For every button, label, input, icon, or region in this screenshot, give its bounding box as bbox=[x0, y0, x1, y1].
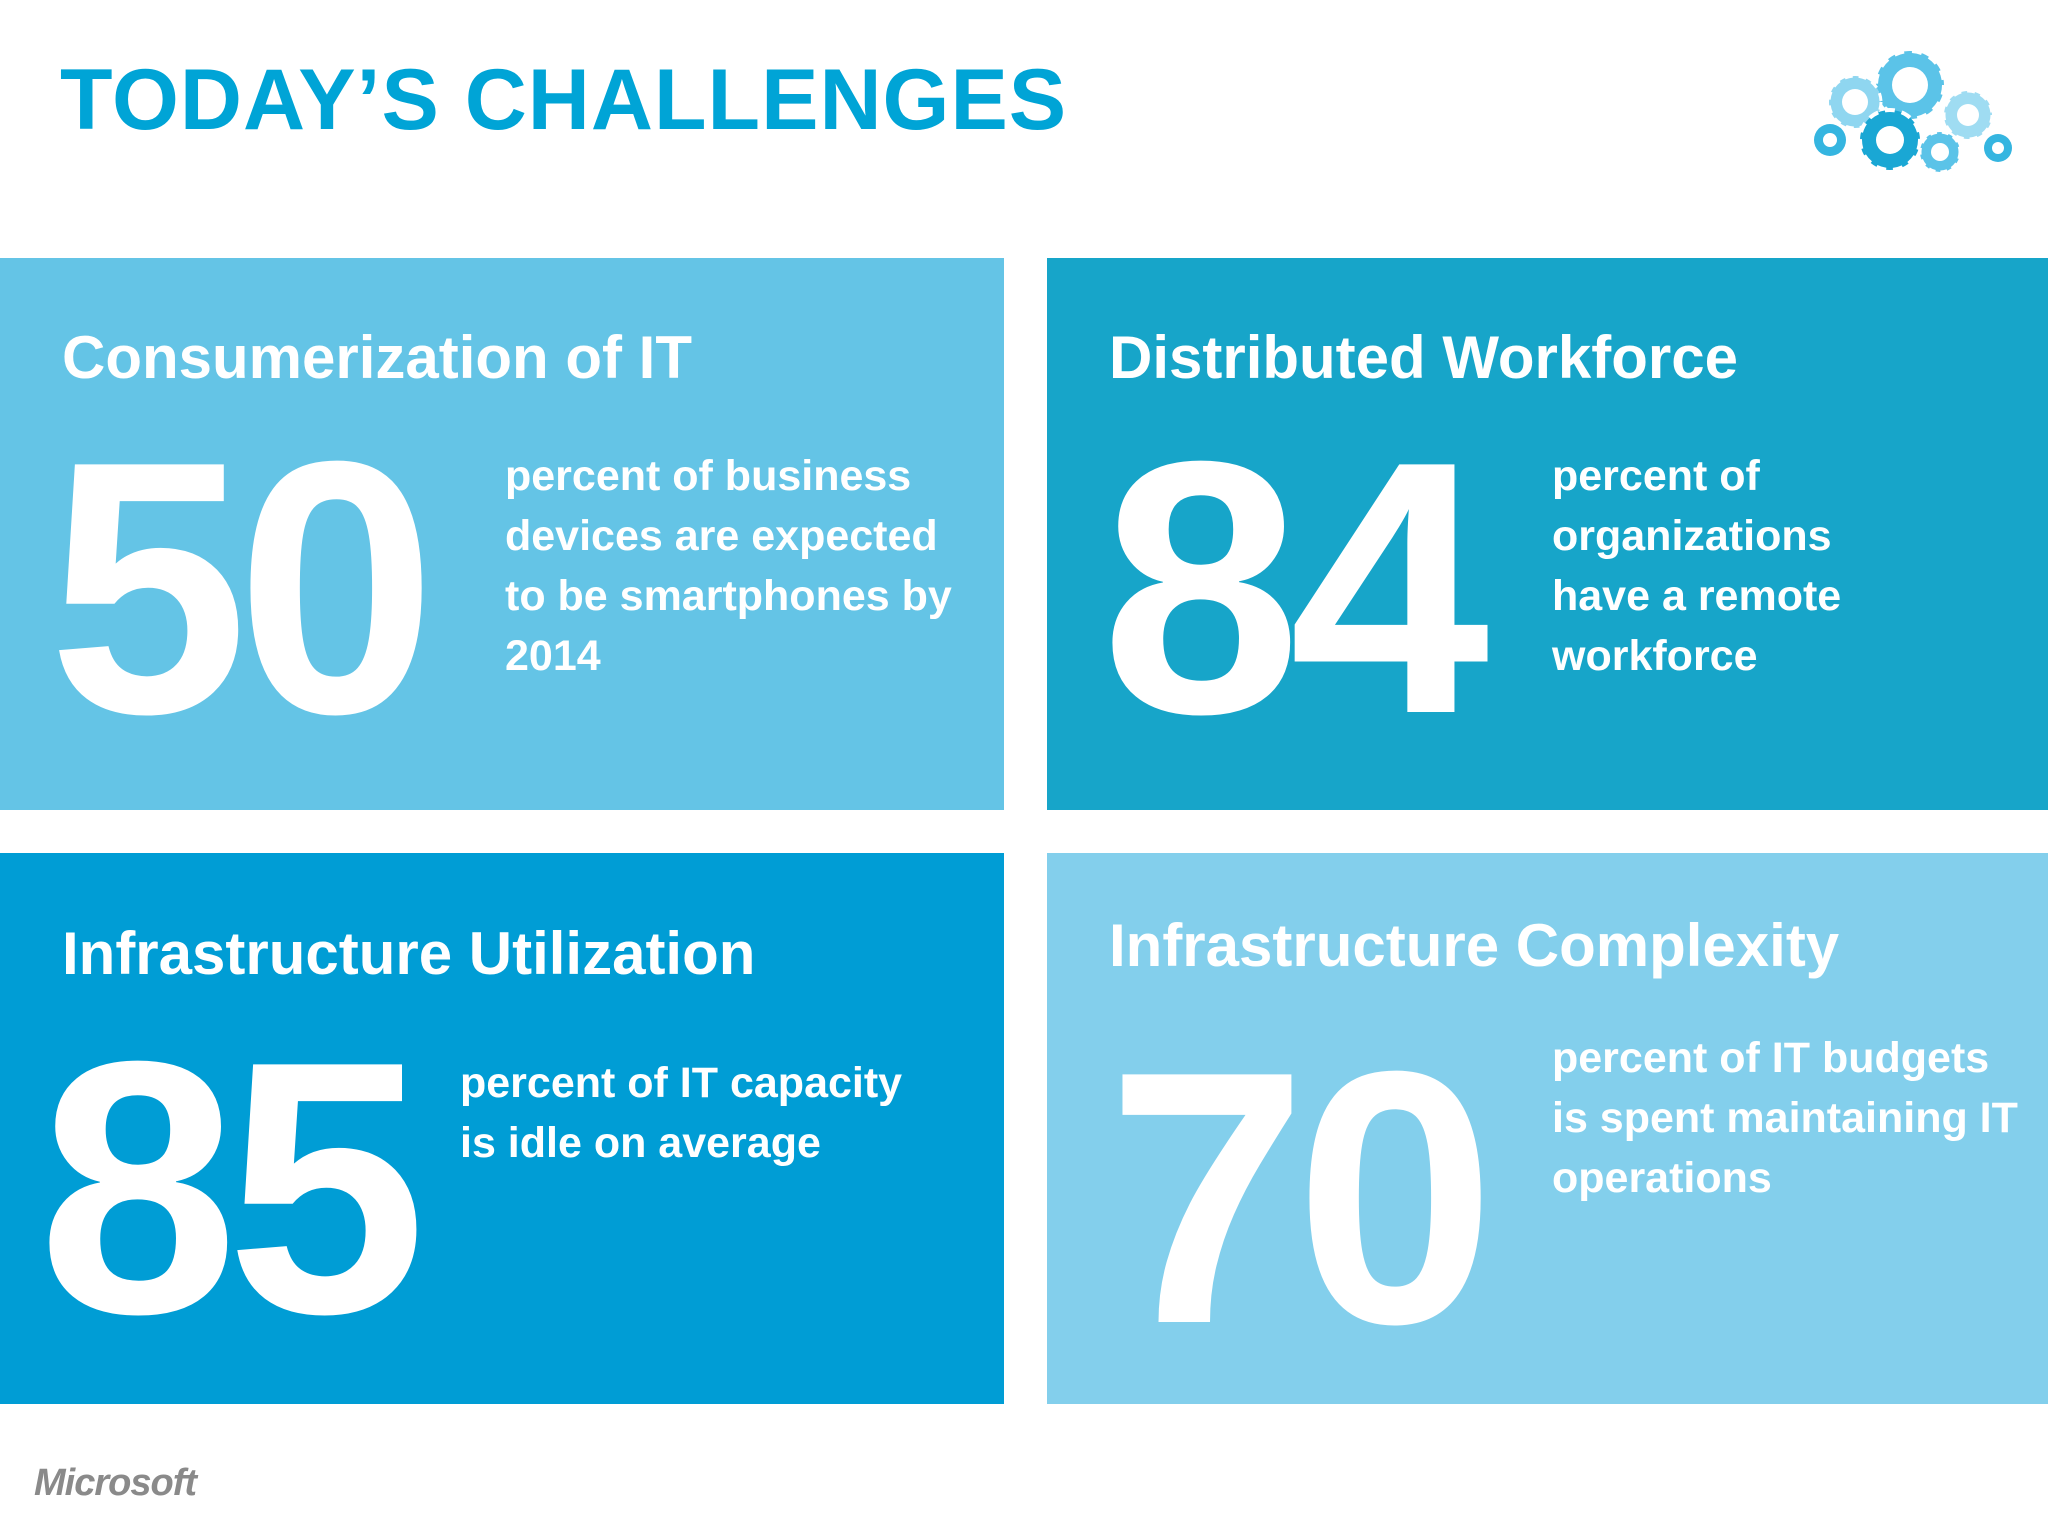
cloud-gear-left bbox=[1827, 74, 1883, 130]
stat-number: 85 bbox=[38, 987, 426, 1389]
stat-description: percent of business devices are expected… bbox=[505, 452, 952, 680]
cloud-gear-bottom bbox=[1858, 108, 1922, 172]
stat-number: 84 bbox=[1101, 387, 1489, 789]
slide-title: TODAY’S CHALLENGES bbox=[60, 52, 1068, 148]
cloud-gear-large bbox=[1874, 49, 1946, 121]
tile-distributed-workforce: Distributed Workforce 84 percent of orga… bbox=[1047, 258, 2048, 810]
tile-heading: Consumerization of IT bbox=[62, 324, 692, 391]
tile-consumerization: Consumerization of IT 50 percent of busi… bbox=[0, 258, 1004, 810]
tile-infrastructure-complexity: Infrastructure Complexity 70 percent of … bbox=[1047, 853, 2048, 1404]
microsoft-logo: Microsoft bbox=[34, 1462, 197, 1504]
tile-heading: Infrastructure Complexity bbox=[1109, 912, 1840, 979]
cloud-gears-icon bbox=[1814, 49, 2012, 174]
stat-description: percent of IT capacity is idle on averag… bbox=[460, 1059, 903, 1167]
stat-number: 70 bbox=[1107, 997, 1495, 1399]
tile-infrastructure-utilization: Infrastructure Utilization 85 percent of… bbox=[0, 853, 1004, 1404]
cloud-gear-right bbox=[1942, 89, 1994, 141]
tile-heading: Infrastructure Utilization bbox=[62, 920, 756, 987]
cloud-gear-tiny bbox=[1814, 124, 2012, 162]
stat-description: percent of IT budgets is spent maintaini… bbox=[1552, 1034, 2018, 1202]
cloud-gear-small bbox=[1918, 130, 1962, 174]
stat-description: percent of organizations have a remote w… bbox=[1552, 452, 1842, 680]
stat-number: 50 bbox=[48, 387, 436, 789]
tile-heading: Distributed Workforce bbox=[1109, 324, 1738, 391]
